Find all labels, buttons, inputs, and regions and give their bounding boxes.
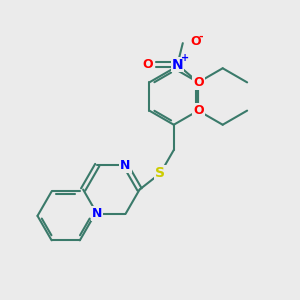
Text: S: S <box>155 166 165 180</box>
Text: O: O <box>142 58 153 71</box>
Text: O: O <box>193 76 203 89</box>
Text: O: O <box>190 35 201 48</box>
Text: O: O <box>193 104 203 117</box>
Text: N: N <box>92 208 102 220</box>
Text: -: - <box>198 32 203 42</box>
Text: N: N <box>120 159 131 172</box>
Text: N: N <box>172 58 183 71</box>
Text: +: + <box>181 53 189 63</box>
